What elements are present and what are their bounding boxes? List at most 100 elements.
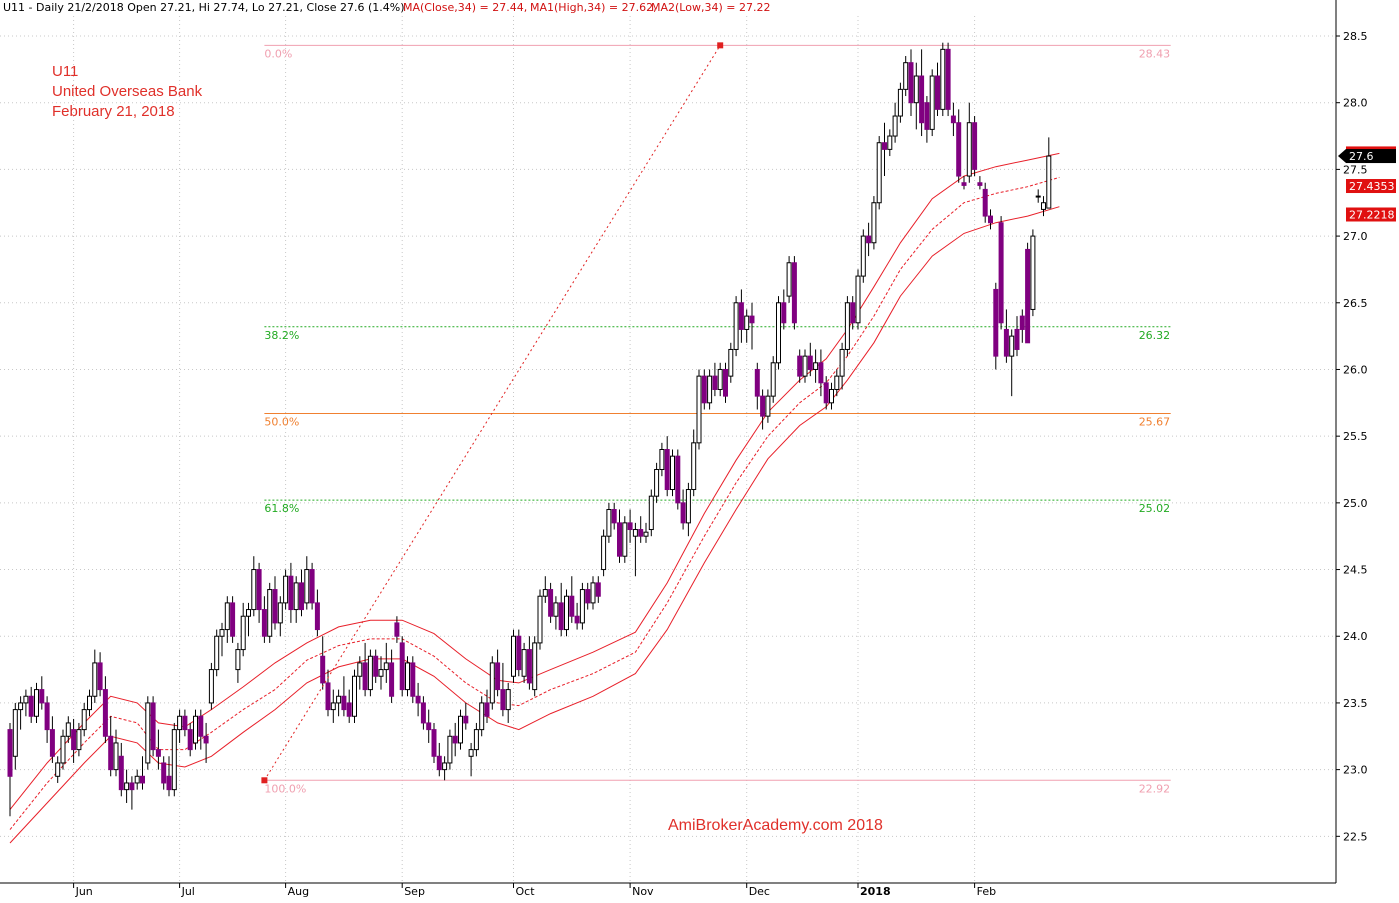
candle-up	[696, 375, 702, 444]
x-tick-label: 2018	[860, 885, 891, 898]
candle-up	[304, 569, 310, 604]
candle-up	[521, 649, 527, 677]
candle-up	[1046, 155, 1052, 209]
candle-up	[81, 709, 87, 731]
candle-up	[579, 589, 585, 624]
x-tick-label: Dec	[749, 885, 770, 898]
candle-down	[924, 102, 930, 130]
candle-up	[336, 695, 342, 704]
candle-down	[961, 182, 967, 186]
candle-down	[823, 382, 829, 404]
candle-up	[447, 735, 453, 764]
candle-up	[691, 442, 697, 491]
candle-down	[28, 695, 34, 717]
candle-down	[882, 142, 887, 150]
candle-down	[919, 75, 925, 124]
candle-up	[219, 629, 225, 637]
candle-down	[548, 589, 554, 617]
price-badge-arrow	[1338, 149, 1346, 164]
candle-up	[553, 602, 559, 617]
y-tick-label: 27.5	[1343, 163, 1368, 176]
y-tick-label: 23.5	[1343, 697, 1368, 710]
candle-up	[171, 729, 177, 791]
candle-up	[208, 669, 214, 704]
candle-up	[124, 782, 130, 791]
candle-down	[723, 368, 728, 397]
candle-down	[325, 682, 331, 711]
candle-up	[479, 702, 485, 731]
candle-up	[590, 582, 596, 604]
candle-down	[712, 375, 718, 390]
candle-up	[442, 762, 448, 771]
candle-up	[224, 602, 230, 631]
candle-down	[140, 775, 145, 784]
candle-up	[193, 715, 198, 744]
candle-up	[940, 48, 946, 110]
x-tick-label: Jul	[181, 885, 195, 898]
fib-pct-label: 38.2%	[264, 329, 299, 342]
candle-up	[145, 702, 151, 764]
candle-up	[860, 235, 866, 277]
candle-up	[913, 75, 919, 104]
candle-down	[754, 368, 760, 397]
candle-up	[564, 595, 569, 631]
candle-down	[426, 722, 432, 731]
candle-down	[908, 62, 914, 104]
y-tick-label: 25.5	[1343, 430, 1368, 443]
annotation-company: United Overseas Bank	[52, 83, 203, 100]
candle-up	[654, 469, 660, 497]
candle-down	[1003, 328, 1009, 357]
candle-up	[685, 489, 691, 524]
candle-down	[452, 735, 458, 744]
y-tick-label: 27.0	[1343, 230, 1368, 243]
candle-up	[87, 695, 92, 711]
candle-up	[844, 302, 850, 350]
candle-down	[161, 762, 167, 784]
candle-down	[781, 302, 787, 324]
x-tick-label: Oct	[516, 885, 536, 898]
candle-up	[246, 609, 251, 617]
candle-up	[65, 722, 71, 737]
candle-down	[950, 115, 956, 124]
candle-down	[436, 755, 442, 771]
candle-up	[707, 375, 713, 404]
candle-down	[198, 715, 204, 737]
x-tick-label: Nov	[632, 885, 654, 898]
candle-down	[39, 689, 45, 704]
candle-up	[876, 142, 882, 204]
candle-up	[1041, 202, 1046, 210]
candle-up	[251, 569, 257, 611]
chart-header-ma-low: MA2(Low,34) = 27.22	[651, 1, 770, 14]
candle-up	[177, 715, 183, 731]
candle-up	[76, 729, 82, 751]
candle-down	[617, 522, 622, 557]
y-tick-label: 26.0	[1343, 363, 1368, 376]
candle-up	[770, 362, 776, 397]
candle-down	[155, 749, 161, 757]
candle-down	[7, 729, 13, 777]
candle-up	[717, 368, 723, 390]
candle-up	[829, 388, 834, 404]
candle-down	[320, 655, 326, 684]
candle-up	[813, 362, 819, 370]
candle-up	[542, 589, 548, 597]
candle-up	[622, 522, 628, 557]
candle-up	[744, 315, 750, 330]
y-tick-label: 23.0	[1343, 764, 1368, 777]
candle-down	[935, 75, 940, 110]
candle-up	[839, 348, 845, 377]
candle-down	[998, 222, 1004, 324]
candle-down	[166, 775, 172, 791]
candle-up	[537, 595, 543, 644]
candle-down	[945, 48, 951, 110]
candle-up	[60, 735, 66, 764]
candle-down	[866, 235, 872, 244]
fib-value-label: 22.92	[1139, 782, 1171, 795]
candle-down	[108, 735, 114, 771]
candle-down	[760, 395, 766, 417]
candle-up	[240, 615, 246, 651]
candle-up	[765, 395, 771, 417]
x-tick-label: Aug	[288, 885, 309, 898]
